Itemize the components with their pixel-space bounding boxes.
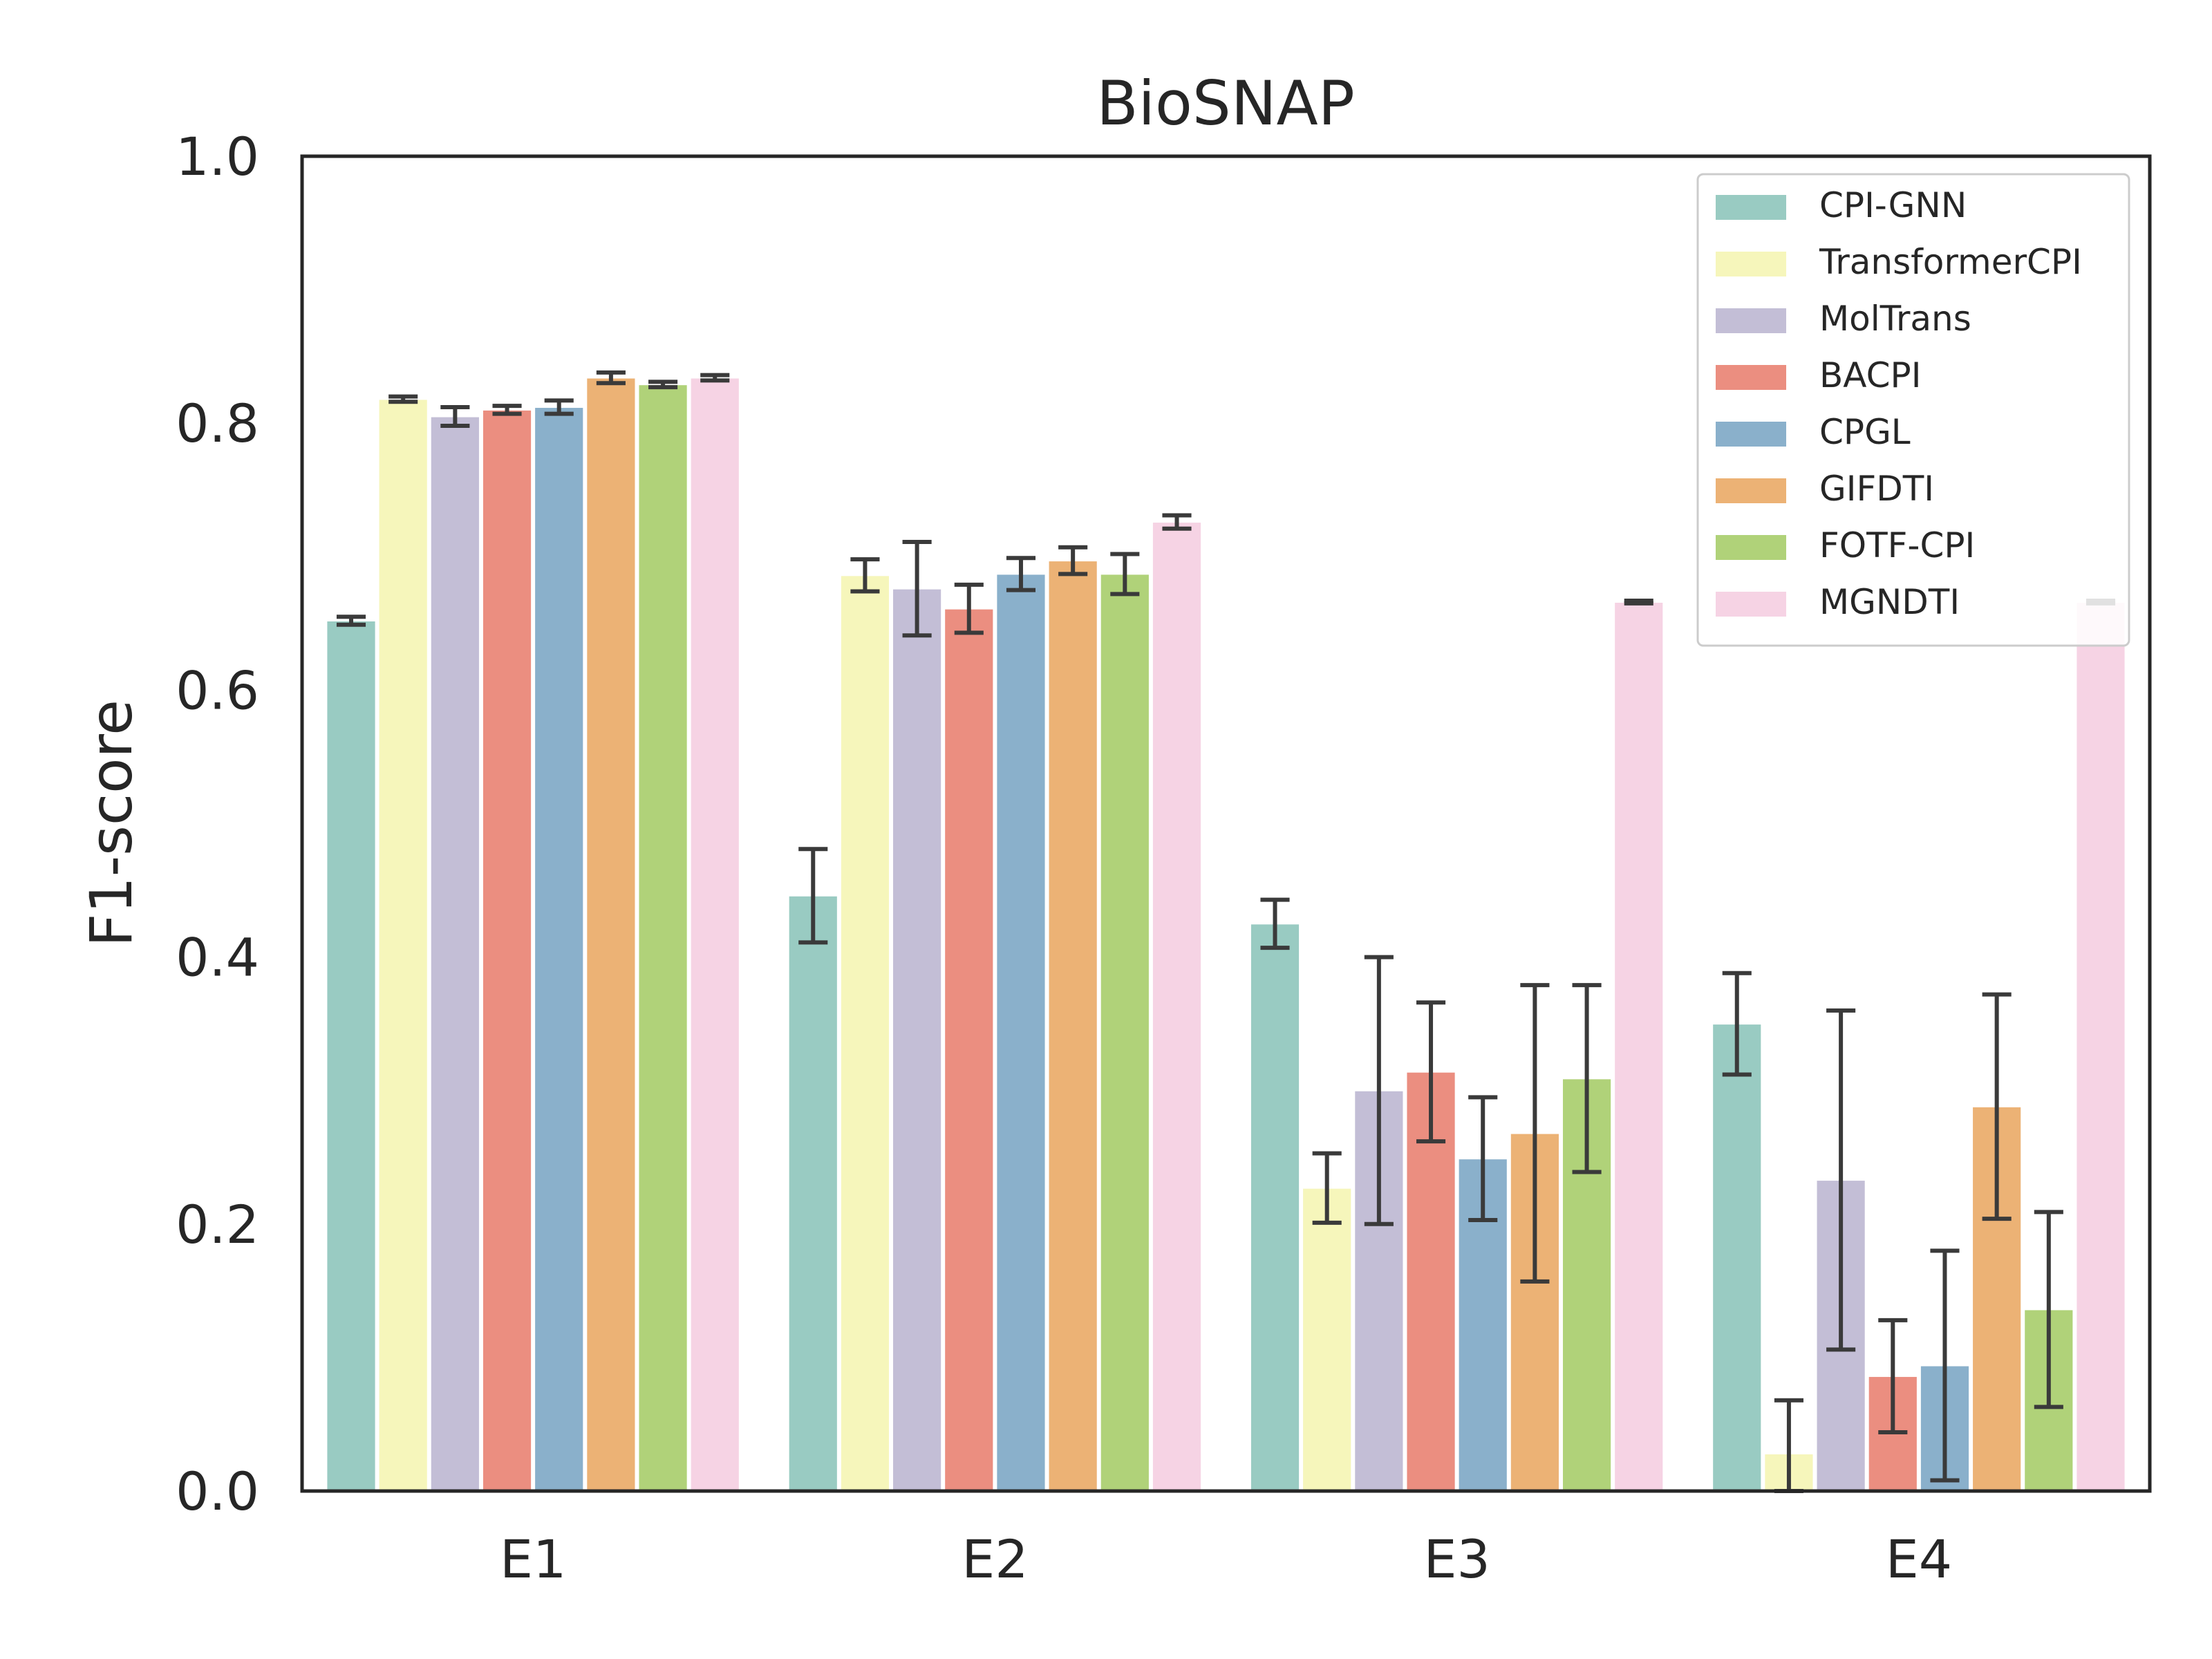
bar-cpi-gnn-e3	[1249, 923, 1301, 1492]
legend-item-transformercpi: TransformerCPI	[1716, 242, 2082, 282]
error-bar-bacpi-e1	[492, 404, 522, 416]
bar-cpgl-e2	[995, 573, 1047, 1492]
legend-label: CPGL	[1819, 412, 1911, 452]
legend-label: GIFDTI	[1819, 469, 1934, 509]
legend-swatch	[1716, 308, 1786, 333]
error-bar-fotf-cpi-e2	[1110, 552, 1140, 597]
error-bar-gifdti-e2	[1058, 545, 1088, 577]
bar-mgndti-e2	[1151, 521, 1203, 1492]
y-axis-ticks: 0.0 0.2 0.4 0.6 0.8 1.0	[176, 126, 259, 1522]
bar-moltrans-e1	[429, 415, 480, 1492]
error-bar-cpi-gnn-e1	[336, 615, 366, 627]
error-bar-cpi-gnn-e2	[798, 847, 828, 945]
bar-mgndti-e1	[689, 377, 740, 1492]
error-bar-cpi-gnn-e3	[1260, 897, 1290, 950]
legend-item-mgndti: MGNDTI	[1716, 582, 1960, 622]
error-bar-gifdti-e1	[596, 370, 626, 386]
bar-bacpi-e1	[481, 409, 533, 1492]
bar-cpgl-e1	[534, 406, 585, 1492]
error-bar-cpgl-e4	[1930, 1248, 1960, 1483]
error-bar-cpgl-e1	[544, 398, 574, 416]
bar-fotf-cpi-e2	[1099, 573, 1150, 1492]
error-bar-bacpi-e2	[954, 582, 984, 635]
legend-item-gifdti: GIFDTI	[1716, 469, 1934, 509]
error-bar-gifdti-e3	[1520, 983, 1550, 1284]
x-tick-label: E4	[1886, 1528, 1952, 1590]
legend-item-bacpi: BACPI	[1716, 355, 1921, 395]
legend-item-cpi-gnn: CPI-GNN	[1716, 185, 1967, 225]
legend-label: CPI-GNN	[1819, 185, 1967, 225]
error-bar-cpgl-e2	[1006, 556, 1036, 592]
error-bar-mgndti-e3	[1624, 599, 1653, 606]
error-bar-moltrans-e4	[1826, 1008, 1856, 1352]
bar-gifdti-e2	[1047, 560, 1098, 1492]
bar-fotf-cpi-e1	[637, 384, 688, 1492]
bar-cpi-gnn-e2	[787, 894, 838, 1492]
error-bar-fotf-cpi-e1	[648, 379, 678, 390]
bar-mgndti-e3	[1613, 601, 1665, 1492]
legend-frame	[1696, 173, 2130, 647]
legend-swatch	[1716, 592, 1786, 617]
bar-cpi-gnn-e4	[1712, 1023, 1763, 1492]
error-bar-moltrans-e2	[902, 540, 932, 638]
bar-moltrans-e2	[892, 588, 943, 1492]
error-bar-bacpi-e4	[1878, 1318, 1908, 1435]
error-bar-gifdti-e4	[1982, 992, 2012, 1221]
error-bar-mgndti-e2	[1162, 513, 1192, 531]
y-tick-label: 0.0	[176, 1461, 259, 1522]
bar-bacpi-e2	[944, 608, 995, 1492]
x-tick-label: E3	[1423, 1528, 1490, 1590]
legend-swatch	[1716, 365, 1786, 390]
legend-item-moltrans: MolTrans	[1716, 299, 1971, 339]
bar-gifdti-e1	[585, 377, 637, 1492]
y-tick-label: 1.0	[176, 126, 259, 187]
error-bar-cpgl-e3	[1468, 1095, 1498, 1223]
bar-transformercpi-e3	[1302, 1187, 1353, 1492]
legend-swatch	[1716, 478, 1786, 503]
error-bar-cpi-gnn-e4	[1722, 971, 1752, 1077]
legend-label: TransformerCPI	[1819, 242, 2082, 282]
error-bar-moltrans-e1	[440, 405, 470, 429]
legend-label: BACPI	[1819, 355, 1921, 395]
plot-frame	[300, 154, 2152, 1493]
legend-label: MolTrans	[1819, 299, 1971, 339]
legend: CPI-GNN TransformerCPI MolTrans BACPI CPGL GI…	[1696, 173, 2130, 647]
error-bar-fotf-cpi-e3	[1572, 983, 1602, 1174]
error-bar-moltrans-e3	[1364, 955, 1394, 1226]
legend-item-fotf-cpi: FOTF-CPI	[1716, 525, 1975, 565]
chart-title: BioSNAP	[1096, 68, 1355, 139]
error-bar-bacpi-e3	[1416, 1000, 1446, 1144]
error-bars-layer	[336, 370, 2116, 1493]
y-tick-label: 0.6	[176, 659, 259, 721]
x-axis-ticks: E1 E2 E3 E4	[500, 1528, 1952, 1590]
y-axis-label: F1-score	[77, 700, 145, 947]
bar-transformercpi-e2	[839, 574, 891, 1492]
legend-swatch	[1716, 422, 1786, 447]
error-bar-transformercpi-e3	[1312, 1151, 1342, 1225]
error-bar-transformercpi-e2	[850, 557, 880, 594]
x-tick-label: E1	[500, 1528, 566, 1590]
legend-swatch	[1716, 195, 1786, 220]
bar-cpi-gnn-e1	[326, 619, 377, 1492]
y-tick-label: 0.2	[176, 1194, 259, 1255]
error-bar-transformercpi-e1	[388, 394, 418, 404]
y-tick-label: 0.8	[176, 393, 259, 454]
y-tick-label: 0.4	[176, 927, 259, 988]
legend-label: MGNDTI	[1819, 582, 1960, 622]
error-bar-fotf-cpi-e4	[2034, 1210, 2063, 1409]
legend-label: FOTF-CPI	[1819, 525, 1975, 565]
bar-mgndti-e4	[2075, 601, 2126, 1492]
legend-swatch	[1716, 252, 1786, 276]
legend-item-cpgl: CPGL	[1716, 412, 1911, 452]
x-tick-label: E2	[962, 1528, 1028, 1590]
error-bar-mgndti-e1	[700, 373, 730, 383]
legend-swatch	[1716, 535, 1786, 560]
bar-transformercpi-e1	[377, 398, 429, 1492]
